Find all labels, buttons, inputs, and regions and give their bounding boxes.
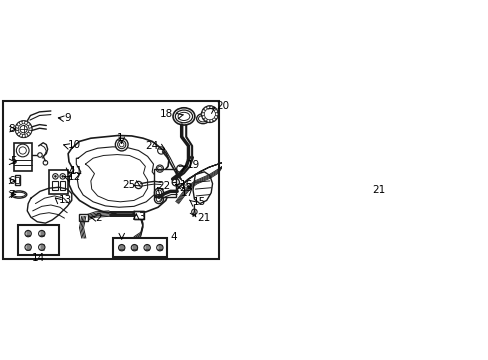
- FancyBboxPatch shape: [14, 143, 32, 171]
- Text: 17: 17: [180, 188, 193, 198]
- Circle shape: [214, 110, 217, 113]
- Circle shape: [204, 107, 206, 110]
- Circle shape: [27, 132, 30, 135]
- Circle shape: [206, 106, 209, 109]
- Circle shape: [202, 116, 204, 118]
- Text: 16: 16: [179, 180, 192, 190]
- Polygon shape: [27, 187, 72, 223]
- FancyBboxPatch shape: [80, 214, 87, 221]
- Circle shape: [15, 127, 19, 131]
- Circle shape: [214, 116, 217, 118]
- Text: 1: 1: [117, 133, 123, 143]
- FancyBboxPatch shape: [49, 170, 68, 194]
- Polygon shape: [193, 172, 212, 204]
- Text: 7: 7: [8, 189, 15, 199]
- Text: 21: 21: [372, 185, 385, 195]
- Text: 5: 5: [10, 156, 17, 166]
- Text: 2: 2: [95, 213, 102, 223]
- Circle shape: [28, 130, 31, 133]
- Text: 12: 12: [68, 172, 81, 182]
- Circle shape: [16, 125, 19, 128]
- FancyBboxPatch shape: [134, 211, 143, 219]
- Text: 20: 20: [216, 102, 229, 112]
- Circle shape: [212, 107, 215, 110]
- Circle shape: [202, 110, 204, 113]
- Text: 15: 15: [192, 197, 205, 207]
- Circle shape: [206, 120, 209, 122]
- Circle shape: [115, 138, 128, 151]
- Circle shape: [17, 132, 20, 135]
- FancyBboxPatch shape: [154, 168, 176, 197]
- Text: 8: 8: [8, 124, 15, 134]
- Text: 24: 24: [145, 141, 159, 152]
- Text: 3: 3: [138, 212, 145, 222]
- Circle shape: [20, 121, 22, 125]
- Circle shape: [201, 113, 204, 116]
- Polygon shape: [68, 135, 169, 214]
- Text: 22: 22: [157, 181, 170, 191]
- Text: 19: 19: [187, 160, 200, 170]
- Circle shape: [29, 127, 32, 131]
- Circle shape: [22, 134, 25, 138]
- Circle shape: [16, 121, 32, 137]
- Text: 11: 11: [70, 166, 83, 176]
- Circle shape: [27, 123, 30, 126]
- Text: 4: 4: [170, 232, 177, 242]
- Circle shape: [204, 118, 206, 121]
- Text: 13: 13: [59, 195, 72, 205]
- FancyBboxPatch shape: [52, 181, 58, 189]
- Circle shape: [61, 175, 63, 177]
- Circle shape: [212, 118, 215, 121]
- FancyBboxPatch shape: [15, 175, 20, 185]
- Circle shape: [28, 125, 31, 128]
- Circle shape: [215, 113, 218, 116]
- Text: 14: 14: [31, 253, 45, 263]
- FancyBboxPatch shape: [60, 181, 65, 189]
- Circle shape: [38, 153, 42, 157]
- Text: 10: 10: [68, 140, 81, 150]
- Circle shape: [16, 130, 19, 133]
- Text: 25: 25: [122, 180, 135, 190]
- Text: 23: 23: [179, 183, 192, 193]
- Text: 21: 21: [197, 213, 210, 223]
- Circle shape: [24, 121, 28, 125]
- Text: 9: 9: [64, 113, 71, 123]
- Circle shape: [54, 175, 56, 177]
- Text: 18: 18: [159, 109, 172, 119]
- FancyBboxPatch shape: [112, 238, 167, 257]
- Text: 6: 6: [8, 176, 15, 186]
- Circle shape: [209, 106, 212, 109]
- Circle shape: [22, 121, 25, 124]
- Circle shape: [17, 123, 20, 126]
- Circle shape: [201, 106, 218, 122]
- Circle shape: [209, 120, 212, 122]
- Circle shape: [24, 134, 28, 137]
- FancyBboxPatch shape: [18, 225, 59, 255]
- Circle shape: [20, 134, 22, 137]
